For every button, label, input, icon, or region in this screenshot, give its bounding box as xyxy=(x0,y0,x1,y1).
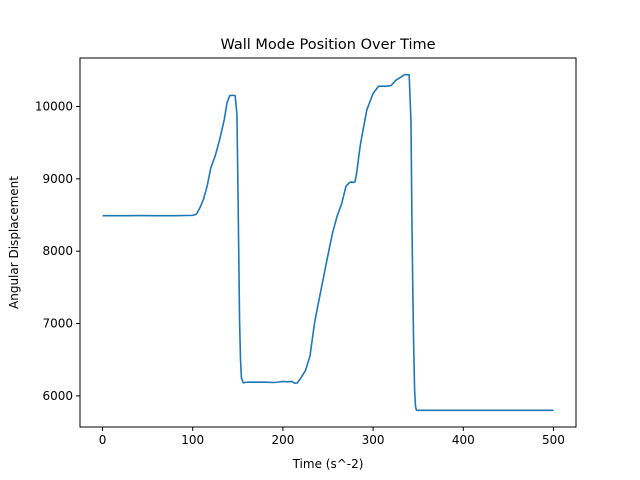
x-axis-ticks: 0 100 200 300 400 500 xyxy=(99,427,565,447)
x-tick-label: 0 xyxy=(99,433,107,447)
y-tick-label: 9000 xyxy=(42,172,73,186)
y-tick-label: 7000 xyxy=(42,317,73,331)
x-tick-label: 100 xyxy=(181,433,204,447)
y-tick-label: 6000 xyxy=(42,389,73,403)
plot-frame-border xyxy=(79,57,577,428)
x-tick-label: 200 xyxy=(271,433,294,447)
y-axis-ticks: 6000 7000 8000 9000 10000 xyxy=(35,99,80,403)
x-tick-label: 300 xyxy=(362,433,385,447)
y-tick-label: 8000 xyxy=(42,244,73,258)
y-tick-label: 10000 xyxy=(35,99,73,113)
series-layer xyxy=(102,73,554,412)
x-axis-label: Time (s^-2) xyxy=(292,457,364,471)
y-axis-label: Angular Displacement xyxy=(7,176,21,309)
series-line-0 xyxy=(102,73,554,412)
chart-title: Wall Mode Position Over Time xyxy=(220,37,435,53)
x-tick-label: 400 xyxy=(452,433,475,447)
x-tick-label: 500 xyxy=(542,433,565,447)
plot-area xyxy=(80,58,576,427)
